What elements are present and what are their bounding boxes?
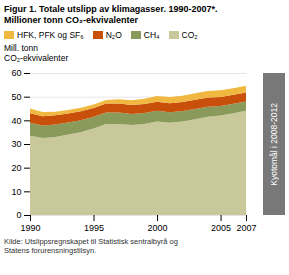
svg-text:2007: 2007 bbox=[236, 223, 256, 233]
svg-text:1995: 1995 bbox=[84, 223, 104, 233]
svg-text:1990: 1990 bbox=[20, 223, 40, 233]
html-text:N₂O: N₂O bbox=[105, 30, 122, 40]
html-text:Mill. tonn CO₂-ekvivalenter: Mill. tonn CO₂-ekvivalenter bbox=[4, 43, 69, 63]
svg-text:50: 50 bbox=[11, 92, 21, 102]
html-text:Millioner tonn CO₂-ekvivalente: Millioner tonn CO₂-ekvivalenter bbox=[4, 15, 138, 25]
svg-text:2000: 2000 bbox=[148, 223, 168, 233]
svg-text:0: 0 bbox=[16, 210, 21, 220]
svg-text:2005: 2005 bbox=[211, 223, 231, 233]
html-text:CH₄: CH₄ bbox=[143, 30, 160, 40]
svg-text:10: 10 bbox=[11, 187, 21, 197]
html-text:Figur 1. Totale utslipp av kli: Figur 1. Totale utslipp av klimagasser. … bbox=[4, 4, 218, 14]
html-text:CO₂: CO₂ bbox=[181, 30, 198, 40]
svg-text:60: 60 bbox=[11, 68, 21, 78]
svg-text:40: 40 bbox=[11, 116, 21, 126]
html-text:HFK, PFK og SF₆: HFK, PFK og SF₆ bbox=[17, 30, 84, 40]
html-text:Kyotomål i 2008-2012: Kyotomål i 2008-2012 bbox=[269, 102, 279, 186]
svg-text:20: 20 bbox=[11, 163, 21, 173]
html-text:Kilde: Utslippsregnskapet til: Kilde: Utslippsregnskapet til Statistisk… bbox=[4, 237, 178, 255]
svg-text:30: 30 bbox=[11, 139, 21, 149]
